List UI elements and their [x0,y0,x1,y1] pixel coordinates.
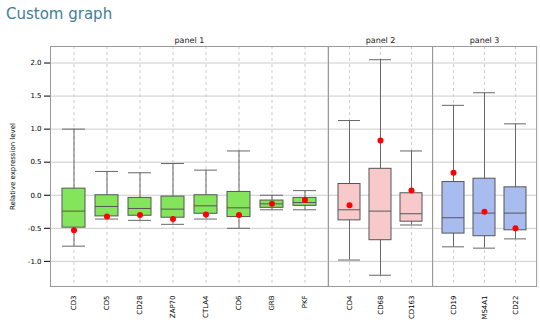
svg-text:Relative expression level: Relative expression level [9,123,17,210]
svg-text:PKF: PKF [301,295,309,308]
svg-text:CD6: CD6 [235,295,243,310]
svg-text:panel 3: panel 3 [470,36,500,45]
svg-text:0.5: 0.5 [30,158,41,166]
svg-text:-1.0: -1.0 [28,258,42,266]
svg-text:2.0: 2.0 [30,59,41,67]
svg-text:MS4A1: MS4A1 [481,295,489,319]
svg-text:CD5: CD5 [103,295,111,310]
html-text:Custom graph: Custom graph [6,5,113,23]
svg-text:CTLA4: CTLA4 [202,295,210,318]
svg-text:-0.5: -0.5 [28,225,42,233]
svg-text:0.0: 0.0 [30,191,41,199]
svg-text:CD163: CD163 [407,295,415,319]
svg-text:panel 2: panel 2 [365,36,395,45]
svg-text:CD28: CD28 [136,295,144,314]
svg-text:CD4: CD4 [345,295,353,310]
svg-text:GRB: GRB [268,295,276,310]
svg-text:CD19: CD19 [450,295,458,314]
svg-text:ZAP70: ZAP70 [169,295,177,318]
svg-text:panel 1: panel 1 [174,36,204,45]
svg-text:CD22: CD22 [512,295,520,314]
svg-text:1.5: 1.5 [30,92,41,100]
svg-text:1.0: 1.0 [30,125,41,133]
svg-text:CD3: CD3 [70,295,78,310]
svg-text:CD68: CD68 [376,295,384,314]
